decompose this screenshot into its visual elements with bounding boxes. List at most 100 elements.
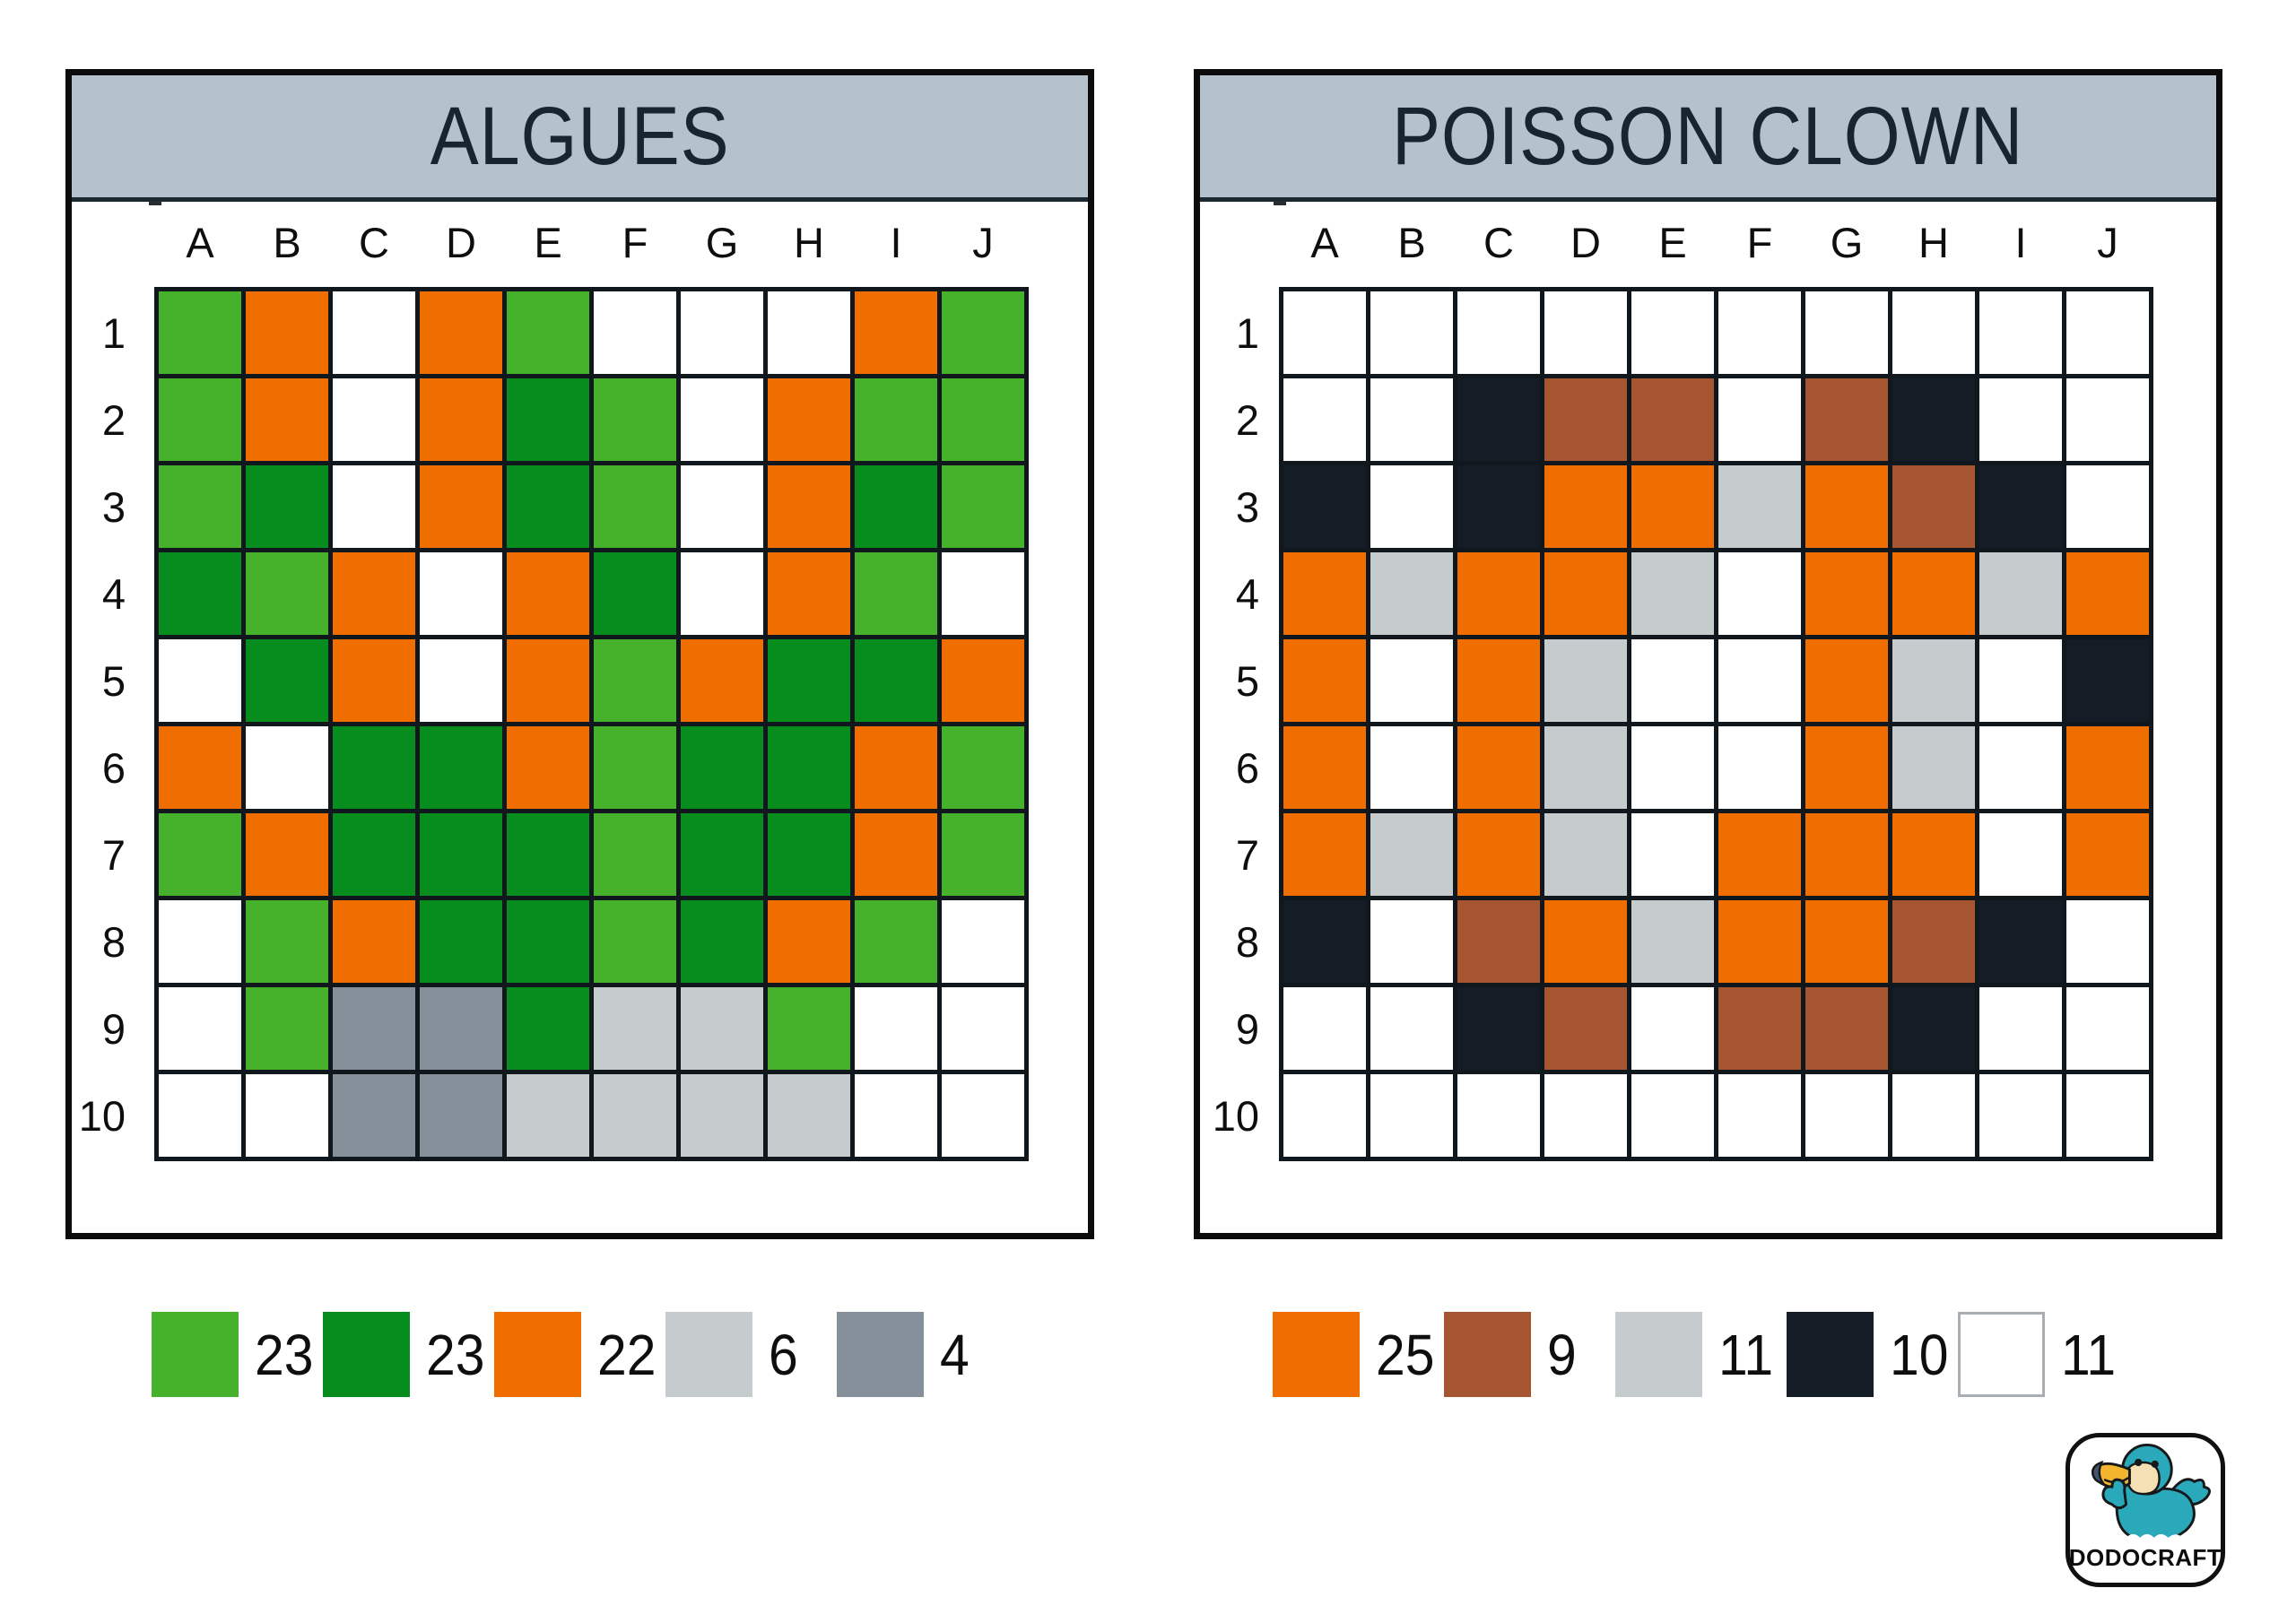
legend-count: 23: [426, 1322, 485, 1387]
grid-cell-B2-white: [1370, 378, 1453, 461]
grid-cell-D7-dark-green: [420, 813, 502, 896]
grid-cell-J7-light-green: [942, 813, 1024, 896]
grid-cell-C5-orange: [333, 639, 415, 722]
grid-cell-J10-white: [2066, 1074, 2149, 1157]
grid-cell-I9-white: [1979, 987, 2062, 1070]
legend-count: 4: [940, 1322, 970, 1387]
legend-count: 23: [255, 1322, 314, 1387]
grid-cell-B2-orange: [246, 378, 328, 461]
legend-swatch-black: [1787, 1312, 1874, 1397]
grid-cell-E3-orange: [1631, 465, 1714, 548]
grid-cell-D8-orange: [1544, 900, 1627, 983]
grid-cell-J8-white: [942, 900, 1024, 983]
grid-cell-G8-orange: [1805, 900, 1888, 983]
grid-cell-E8-dark-green: [507, 900, 589, 983]
legend-item-light-green: 23: [152, 1312, 323, 1397]
grid-cell-F9-light-gray: [594, 987, 676, 1070]
grid-cell-H7-orange: [1892, 813, 1975, 896]
grid-cell-B6-white: [246, 726, 328, 809]
grid-cell-I4-light-green: [855, 552, 937, 635]
grid-cell-J10-white: [942, 1074, 1024, 1157]
algues-title: ALGUES: [430, 90, 730, 182]
grid-cell-G7-dark-green: [681, 813, 763, 896]
column-header-label: B: [1397, 218, 1426, 266]
grid-cell-B7-light-gray: [1370, 813, 1453, 896]
legend-item-light-gray: 6: [665, 1312, 837, 1397]
row-number-label: 1: [101, 308, 126, 357]
grid-cell-I10-white: [855, 1074, 937, 1157]
grid-cell-E1-light-green: [507, 291, 589, 374]
grid-cell-A5-orange: [1283, 639, 1366, 722]
grid-cell-D6-dark-green: [420, 726, 502, 809]
grid-cell-H6-dark-green: [768, 726, 850, 809]
grid-cell-H1-white: [768, 291, 850, 374]
grid-cell-J1-white: [2066, 291, 2149, 374]
algues-legend: 23 23 22 6 4: [152, 1312, 1008, 1397]
grid-cell-B1-white: [1370, 291, 1453, 374]
grid-cell-I2-white: [1979, 378, 2062, 461]
grid-cell-A9-white: [159, 987, 241, 1070]
grid-cell-F7-orange: [1718, 813, 1801, 896]
grid-cell-F5-white: [1718, 639, 1801, 722]
algues-column-headers: A B C D E F G H I J: [154, 213, 1029, 271]
column-header-label: F: [622, 218, 648, 266]
grid-cell-G2-white: [681, 378, 763, 461]
grid-cell-I7-white: [1979, 813, 2062, 896]
grid-cell-H8-brown: [1892, 900, 1975, 983]
grid-cell-J3-white: [2066, 465, 2149, 548]
grid-cell-J5-orange: [942, 639, 1024, 722]
algues-pixel-grid: [154, 287, 1029, 1161]
column-header-label: G: [705, 218, 739, 266]
grid-cell-I5-dark-green: [855, 639, 937, 722]
grid-cell-A8-white: [159, 900, 241, 983]
grid-cell-G8-dark-green: [681, 900, 763, 983]
grid-cell-B10-white: [1370, 1074, 1453, 1157]
grid-cell-H2-black: [1892, 378, 1975, 461]
grid-cell-H1-white: [1892, 291, 1975, 374]
grid-cell-G4-white: [681, 552, 763, 635]
legend-swatch-light-gray: [665, 1312, 752, 1397]
legend-item-light-gray: 11: [1615, 1312, 1787, 1397]
grid-cell-C4-orange: [1457, 552, 1540, 635]
grid-cell-F8-orange: [1718, 900, 1801, 983]
grid-cell-D2-orange: [420, 378, 502, 461]
grid-cell-B1-orange: [246, 291, 328, 374]
grid-cell-C6-orange: [1457, 726, 1540, 809]
grid-cell-E5-orange: [507, 639, 589, 722]
column-header-label: C: [359, 218, 389, 266]
grid-cell-H3-orange: [768, 465, 850, 548]
legend-swatch-dark-green: [323, 1312, 410, 1397]
grid-cell-B4-light-green: [246, 552, 328, 635]
grid-cell-F2-light-green: [594, 378, 676, 461]
grid-cell-A8-black: [1283, 900, 1366, 983]
legend-swatch-orange: [494, 1312, 581, 1397]
legend-count: 11: [1718, 1322, 1774, 1387]
grid-cell-D9-mid-gray: [420, 987, 502, 1070]
column-header-label: E: [1658, 218, 1687, 266]
grid-cell-C9-mid-gray: [333, 987, 415, 1070]
row-number-label: 5: [101, 656, 126, 705]
grid-cell-H2-orange: [768, 378, 850, 461]
grid-cell-C5-orange: [1457, 639, 1540, 722]
grid-cell-I3-black: [1979, 465, 2062, 548]
grid-cell-E3-dark-green: [507, 465, 589, 548]
legend-swatch-brown: [1444, 1312, 1531, 1397]
grid-cell-J8-white: [2066, 900, 2149, 983]
grid-cell-F6-white: [1718, 726, 1801, 809]
legend-swatch-light-gray: [1615, 1312, 1702, 1397]
grid-cell-A1-white: [1283, 291, 1366, 374]
grid-cell-G3-white: [681, 465, 763, 548]
grid-cell-J2-white: [2066, 378, 2149, 461]
legend-count: 6: [769, 1322, 798, 1387]
legend-item-white: 11: [1958, 1312, 2129, 1397]
legend-swatch-mid-gray: [837, 1312, 924, 1397]
column-header-label: A: [1310, 218, 1339, 266]
grid-cell-G6-dark-green: [681, 726, 763, 809]
grid-cell-F7-light-green: [594, 813, 676, 896]
grid-cell-B9-light-green: [246, 987, 328, 1070]
print-artifact-dash: [1274, 201, 1286, 205]
grid-cell-F8-light-green: [594, 900, 676, 983]
grid-cell-F10-white: [1718, 1074, 1801, 1157]
row-number-label: 2: [101, 395, 126, 444]
